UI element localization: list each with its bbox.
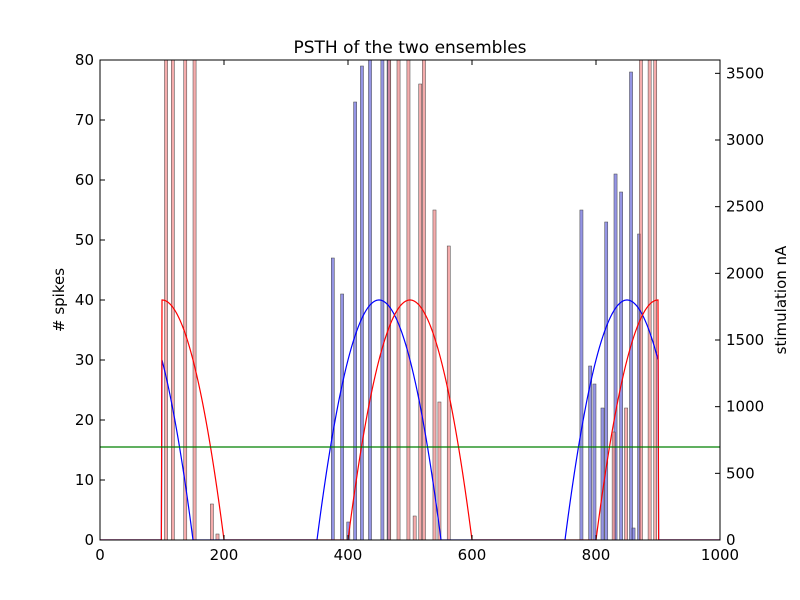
y2-tick-label: 1000 [726, 398, 764, 416]
bar-s0-1 [340, 293, 344, 540]
bar-s0-13 [613, 173, 618, 540]
bar-s1-5 [215, 533, 220, 540]
bar-s0-4 [360, 65, 364, 540]
y-tick-label: 70 [75, 111, 94, 129]
x-tick-label: 600 [458, 546, 487, 564]
bar-s0-10 [592, 383, 597, 540]
bar-s1-17 [639, 60, 643, 540]
y-axis-label: # spikes [50, 268, 68, 332]
bar-s0-3 [353, 101, 357, 540]
bar-s0-11 [600, 407, 605, 540]
bar-s1-11 [422, 60, 426, 540]
bar-s1-16 [624, 407, 628, 540]
bar-s0-2 [346, 521, 351, 540]
y-tick-label: 0 [84, 531, 94, 549]
bar-s0-15 [629, 71, 633, 540]
y2-tick-label: 2500 [726, 198, 764, 216]
y-tick-label: 80 [75, 51, 94, 69]
chart-title: PSTH of the two ensembles [293, 38, 526, 58]
y2-tick-label: 0 [726, 531, 736, 549]
bar-s0-14 [619, 191, 623, 540]
y-tick-label: 20 [75, 411, 94, 429]
y2-tick-label: 1500 [726, 331, 764, 349]
bar-s1-3 [192, 60, 197, 540]
y-tick-label: 10 [75, 471, 94, 489]
bar-s1-4 [210, 503, 214, 540]
stimulus-curve-0 [100, 299, 720, 540]
x-tick-label: 0 [95, 546, 105, 564]
x-tick-label: 1000 [701, 546, 739, 564]
y-tick-label: 50 [75, 231, 94, 249]
stimulus-curve-1 [100, 299, 720, 540]
bar-s0-5 [368, 60, 372, 540]
bar-s0-16 [631, 527, 636, 540]
axes-frame: 0 200 400 600 800 100001020304050607080050010… [75, 51, 764, 564]
bar-s1-7 [396, 60, 401, 540]
x-tick-label: 800 [582, 546, 611, 564]
bar-s1-12 [432, 209, 437, 540]
bar-s1-9 [412, 515, 417, 540]
y-tick-label: 40 [75, 291, 94, 309]
bar-s1-18 [647, 60, 652, 540]
x-tick-label: 200 [210, 546, 239, 564]
plot-area [100, 60, 720, 540]
x-tick-label: 400 [334, 546, 363, 564]
bar-s0-8 [579, 209, 584, 540]
y-tick-label: 30 [75, 351, 94, 369]
bar-s1-6 [387, 60, 392, 540]
y2-tick-label: 3500 [726, 64, 764, 82]
y2-tick-label: 500 [726, 464, 755, 482]
bar-s1-1 [171, 60, 175, 540]
bar-s1-2 [183, 60, 188, 540]
y2-axis-label: stimulation nA [772, 245, 790, 354]
y-tick-label: 60 [75, 171, 94, 189]
bar-s1-10 [418, 83, 423, 540]
y2-tick-label: 3000 [726, 131, 764, 149]
bar-s1-13 [437, 401, 442, 540]
bar-s0-9 [588, 365, 592, 540]
bar-s1-15 [611, 431, 616, 540]
bar-s0-12 [604, 221, 609, 540]
y2-tick-label: 2000 [726, 264, 764, 282]
bar-s0-0 [331, 257, 335, 540]
